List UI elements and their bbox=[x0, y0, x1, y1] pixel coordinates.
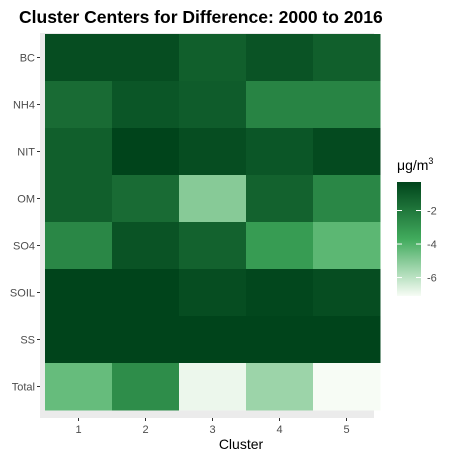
heatmap-cell bbox=[112, 81, 180, 129]
y-tick-label: SS bbox=[20, 335, 35, 347]
heatmap-cell bbox=[112, 269, 180, 317]
legend-colorbar bbox=[397, 182, 421, 296]
heatmap-cells bbox=[45, 34, 381, 411]
heatmap-cell bbox=[45, 175, 113, 223]
y-tick-label: BC bbox=[20, 53, 35, 65]
y-tick-label: SOIL bbox=[10, 288, 35, 300]
heatmap-cell bbox=[179, 222, 247, 270]
x-axis: 1 2 3 4 5 bbox=[75, 418, 350, 436]
x-tick-label: 3 bbox=[209, 424, 215, 436]
heatmap-cell bbox=[179, 34, 247, 82]
heatmap-cell bbox=[112, 363, 180, 411]
heatmap-cell bbox=[112, 34, 180, 82]
heatmap-cell bbox=[45, 81, 113, 129]
chart-title: Cluster Centers for Difference: 2000 to … bbox=[19, 7, 383, 27]
y-axis: BC NH4 NIT OM SO4 SOIL SS Total bbox=[10, 53, 40, 394]
legend-tick-label: -2 bbox=[427, 206, 437, 218]
heatmap-cell bbox=[246, 175, 314, 223]
heatmap-cell bbox=[179, 128, 247, 176]
heatmap-cell bbox=[246, 34, 314, 82]
y-tick-label: OM bbox=[17, 194, 35, 206]
heatmap-cell bbox=[313, 222, 381, 270]
y-tick-label: SO4 bbox=[13, 241, 35, 253]
heatmap-cell bbox=[112, 222, 180, 270]
heatmap-cell bbox=[313, 34, 381, 82]
heatmap-cell bbox=[45, 34, 113, 82]
color-legend: μg/m3 -2 -4 -6 bbox=[397, 156, 437, 296]
heatmap-cell bbox=[112, 128, 180, 176]
heatmap-cell bbox=[112, 316, 180, 364]
heatmap-cell bbox=[313, 128, 381, 176]
heatmap-cell bbox=[246, 316, 314, 364]
x-tick-label: 4 bbox=[276, 424, 282, 436]
heatmap-cell bbox=[45, 128, 113, 176]
heatmap-cell bbox=[313, 175, 381, 223]
heatmap-cell bbox=[45, 316, 113, 364]
x-axis-title: Cluster bbox=[219, 436, 264, 452]
heatmap-cell bbox=[179, 316, 247, 364]
heatmap-cell bbox=[246, 128, 314, 176]
heatmap-cell bbox=[179, 81, 247, 129]
legend-title: μg/m3 bbox=[397, 156, 433, 173]
heatmap-cell bbox=[246, 222, 314, 270]
heatmap-cell bbox=[112, 175, 180, 223]
legend-tick-label: -6 bbox=[427, 273, 437, 285]
heatmap-cell bbox=[179, 269, 247, 317]
y-tick-label: NH4 bbox=[13, 100, 35, 112]
heatmap-cell bbox=[179, 363, 247, 411]
heatmap-cell bbox=[45, 269, 113, 317]
legend-title-superscript: 3 bbox=[428, 156, 433, 166]
x-tick-label: 1 bbox=[75, 424, 81, 436]
heatmap-cell bbox=[313, 269, 381, 317]
heatmap-cell bbox=[313, 81, 381, 129]
legend-tick-label: -4 bbox=[427, 239, 437, 251]
heatmap-cell bbox=[313, 363, 381, 411]
heatmap-cell bbox=[246, 269, 314, 317]
heatmap-cell bbox=[179, 175, 247, 223]
heatmap-cell bbox=[313, 316, 381, 364]
legend-ticks: -2 -4 -6 bbox=[397, 206, 437, 285]
x-tick-label: 2 bbox=[142, 424, 148, 436]
heatmap-cell bbox=[45, 222, 113, 270]
heatmap-cell bbox=[246, 81, 314, 129]
heatmap-cell bbox=[45, 363, 113, 411]
x-tick-label: 5 bbox=[343, 424, 349, 436]
heatmap-cell bbox=[246, 363, 314, 411]
y-tick-label: NIT bbox=[17, 147, 35, 159]
y-tick-label: Total bbox=[12, 382, 35, 394]
